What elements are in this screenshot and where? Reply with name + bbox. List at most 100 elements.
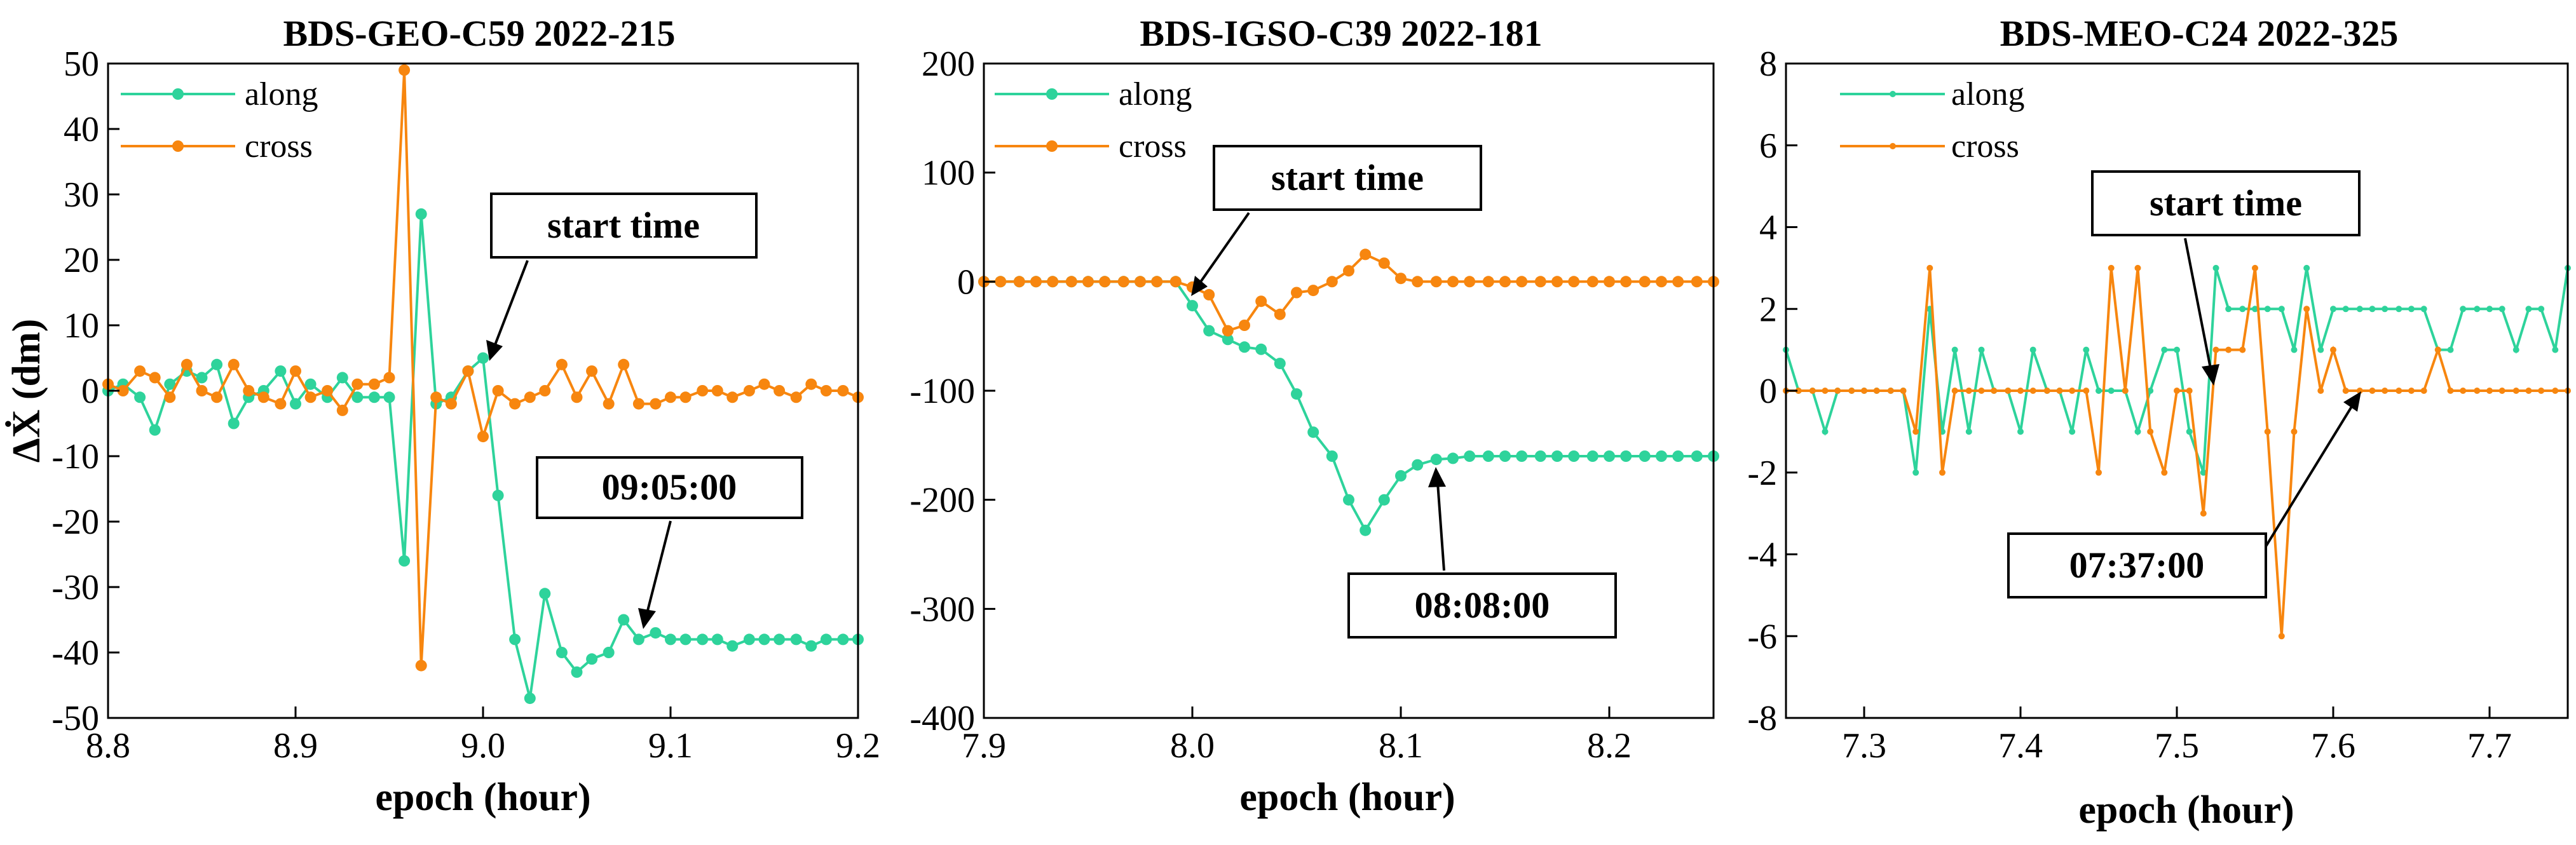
data-point-cross: [2122, 388, 2129, 394]
data-point-along: [1568, 450, 1580, 462]
data-point-along: [1326, 450, 1338, 462]
data-point-cross: [1991, 388, 1998, 394]
data-point-cross: [2317, 388, 2324, 394]
data-point-cross: [586, 365, 598, 377]
data-point-cross: [1912, 428, 1919, 435]
y-tick-label: 6: [1759, 126, 1777, 166]
data-point-along: [524, 693, 536, 705]
y-tick-label: -4: [1747, 536, 1777, 575]
data-point-cross: [726, 391, 739, 403]
data-point-along: [477, 352, 489, 364]
arrowhead-icon: [1191, 276, 1208, 296]
data-point-along: [368, 391, 380, 403]
data-point-cross: [2382, 388, 2389, 394]
data-point-along: [492, 489, 504, 501]
data-point-along: [1412, 459, 1424, 471]
annotation-start-time: start time: [1191, 145, 1482, 296]
data-point-along: [1551, 450, 1563, 462]
legend-cross-marker: [172, 140, 184, 152]
y-tick-label: 2: [1759, 290, 1777, 329]
data-point-cross: [1291, 287, 1302, 299]
data-point-along: [2186, 428, 2193, 435]
data-point-cross: [1499, 276, 1511, 288]
data-point-cross: [2212, 346, 2219, 353]
data-point-cross: [2043, 388, 2050, 394]
arrowhead-icon: [638, 608, 656, 629]
data-point-cross: [1464, 276, 1476, 288]
panel-geo-c59: BDS-GEO-C59 2022-215 8.8 8.9 9.0 9.1 9.2 -50…: [5, 13, 880, 819]
series-line-along: [984, 280, 1714, 533]
data-point-cross: [1873, 388, 1880, 394]
data-point-cross: [555, 358, 568, 370]
series-layer: [978, 248, 1719, 536]
data-point-cross: [697, 385, 709, 396]
data-point-along: [2525, 306, 2532, 313]
data-point-along: [1822, 428, 1829, 435]
data-point-along: [1430, 454, 1442, 466]
series-layer: [1783, 264, 2571, 640]
data-point-cross: [322, 385, 334, 396]
data-point-along: [1447, 452, 1459, 464]
plot-area: [102, 64, 864, 705]
data-point-cross: [1691, 276, 1703, 288]
data-point-along: [164, 378, 176, 390]
data-point-along: [2252, 306, 2258, 313]
x-tick-label: 8.1: [1379, 726, 1423, 766]
data-point-along: [399, 555, 411, 567]
data-point-cross: [2161, 469, 2168, 476]
data-point-cross: [196, 385, 208, 396]
legend-cross-label: cross: [245, 128, 313, 165]
data-point-cross: [1900, 388, 1907, 394]
data-point-cross: [1809, 388, 1816, 394]
data-point-cross: [1047, 276, 1059, 288]
data-point-along: [2108, 388, 2115, 394]
data-point-cross: [2291, 428, 2298, 435]
y-tick-label: 0: [957, 262, 975, 302]
data-point-cross: [2200, 510, 2207, 517]
y-tick-label: -20: [51, 503, 99, 542]
data-point-cross: [1169, 276, 1182, 288]
panel-title: BDS-IGSO-C39 2022-181: [1140, 13, 1542, 54]
data-point-cross: [1307, 285, 1319, 297]
legend-along-marker: [1046, 88, 1058, 100]
data-point-cross: [2029, 388, 2036, 394]
legend: along cross: [121, 76, 318, 165]
data-point-cross: [679, 391, 692, 403]
data-point-along: [1482, 450, 1494, 462]
data-point-cross: [2498, 388, 2505, 394]
data-point-along: [1274, 358, 1286, 370]
data-point-cross: [2486, 388, 2493, 394]
data-point-along: [383, 391, 395, 403]
data-point-cross: [2538, 388, 2545, 394]
y-tick-label: 30: [64, 175, 99, 215]
data-point-cross: [1965, 388, 1972, 394]
data-point-along: [2083, 346, 2090, 353]
data-point-along: [1534, 450, 1546, 462]
annotation-time: 08:08:00: [1347, 467, 1617, 639]
data-point-cross: [773, 385, 786, 396]
data-point-cross: [1978, 388, 1985, 394]
data-point-along: [1639, 450, 1651, 462]
data-point-cross: [2474, 388, 2481, 394]
data-point-cross: [1586, 276, 1598, 288]
annotation-arrow: [493, 260, 529, 347]
data-point-along: [2200, 469, 2207, 476]
y-tick-label: 100: [922, 154, 975, 193]
data-point-cross: [539, 385, 551, 396]
data-point-along: [1951, 346, 1958, 353]
data-point-along: [1239, 341, 1250, 353]
x-tick-label: 7.4: [1998, 726, 2043, 766]
data-point-cross: [399, 64, 411, 76]
data-point-along: [2420, 306, 2427, 313]
annotation-box: [2007, 532, 2267, 598]
y-axis-ticks: -400 -300 -200 -100 0 100 200: [910, 44, 995, 738]
data-point-cross: [290, 365, 301, 377]
data-point-along: [228, 417, 240, 429]
data-point-cross: [430, 391, 442, 403]
data-point-cross: [304, 391, 317, 403]
y-axis-label: ΔẊ (dm): [5, 319, 48, 463]
panel-title: BDS-GEO-C59 2022-215: [283, 13, 675, 54]
data-point-along: [603, 647, 615, 658]
data-point-along: [697, 633, 709, 646]
data-point-along: [275, 365, 287, 377]
